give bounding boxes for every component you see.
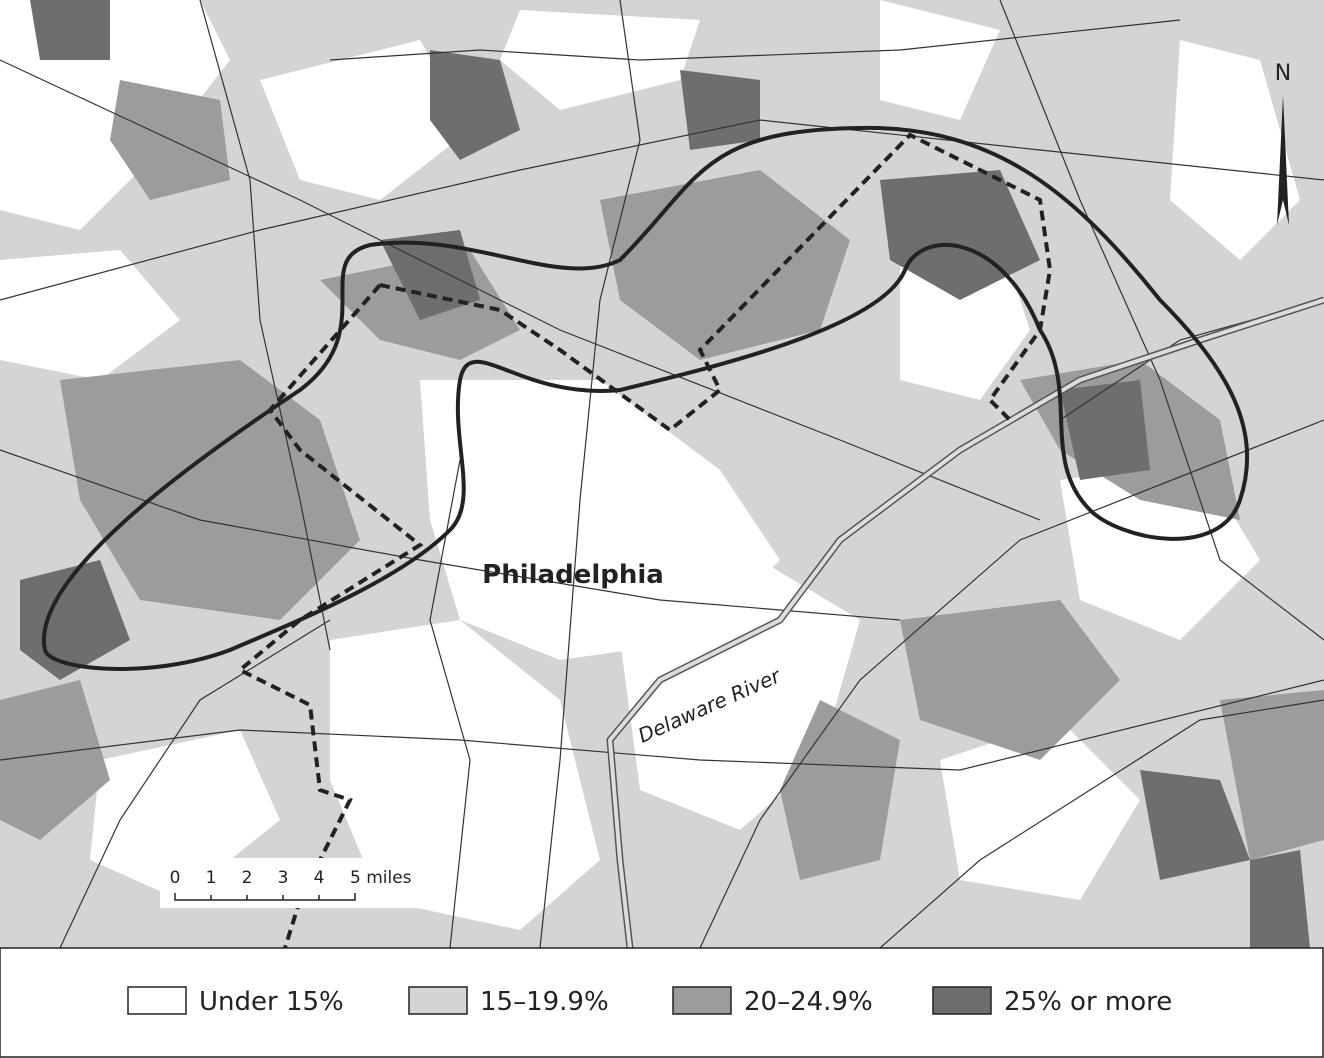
scale-label: 3 — [278, 868, 289, 888]
scale-label: 4 — [314, 868, 325, 888]
legend-swatch — [932, 986, 992, 1015]
scale-label: 0 — [170, 868, 181, 888]
outline-region — [41, 125, 1250, 671]
scale-label: 2 — [242, 868, 253, 888]
north-arrow — [1277, 95, 1289, 225]
scale-label: 1 — [206, 868, 217, 888]
legend-label: 15–19.9% — [480, 987, 609, 1017]
scale-label: 5 miles — [350, 868, 412, 888]
census-tracts — [0, 0, 1324, 948]
river-fill — [607, 298, 1324, 949]
outline-dashed — [236, 132, 1053, 949]
legend-label: 20–24.9% — [744, 987, 873, 1017]
north-label: N — [1275, 61, 1291, 86]
legend-box — [0, 947, 1324, 1058]
legend-swatch — [672, 986, 732, 1015]
legend: Under 15% 15–19.9% 20–24.9% 25% or more — [127, 986, 1172, 1017]
legend-label: 25% or more — [1004, 987, 1172, 1017]
scale-ticks — [174, 893, 356, 901]
scale-bar: 0 1 2 3 4 5 miles — [160, 858, 422, 908]
legend-swatch — [127, 986, 187, 1015]
city-label: Philadelphia — [482, 560, 664, 590]
roads — [0, 0, 1324, 949]
legend-swatch — [408, 986, 468, 1015]
legend-label: Under 15% — [199, 987, 344, 1017]
